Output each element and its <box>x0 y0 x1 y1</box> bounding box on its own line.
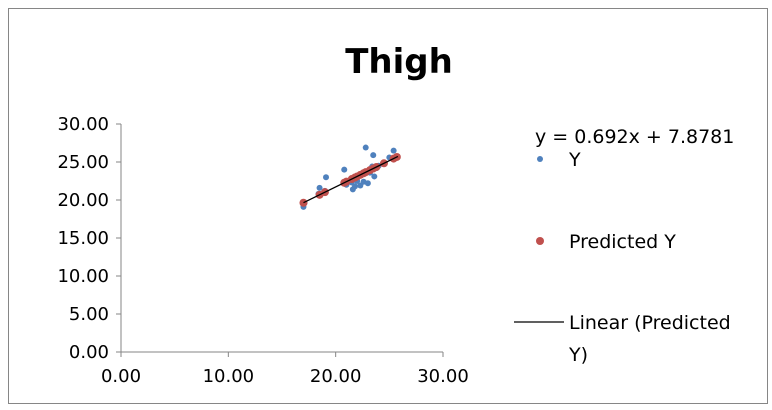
legend-marker-y <box>537 156 543 162</box>
tick-labels: 0.00 5.00 10.00 15.00 20.00 25.00 30.00 0.00 10.… <box>57 114 468 387</box>
x-tick-label: 0.00 <box>101 366 141 387</box>
y-tick-label: 5.00 <box>69 304 109 325</box>
point-y <box>316 184 323 191</box>
y-tick-label: 0.00 <box>69 342 109 363</box>
y-tick-label: 15.00 <box>57 228 109 249</box>
point-y <box>341 166 348 173</box>
chart-frame: Thigh 0.00 5.00 10.00 15.00 20.00 25.00 30.00 0… <box>8 8 768 404</box>
y-tick-label: 30.00 <box>57 114 109 135</box>
data-points <box>299 144 401 210</box>
chart-svg: Thigh 0.005.0010.0015.0020.0025.0030.000… <box>57 42 734 387</box>
trendline-equation: y = 0.692x + 7.8781 <box>535 126 734 148</box>
legend-label-linear-line1: Linear (Predicted <box>569 312 731 334</box>
x-tick-label: 30.00 <box>417 366 469 387</box>
axes <box>116 123 444 357</box>
point-y <box>362 144 369 151</box>
legend-label-linear-line2: Y) <box>568 344 588 366</box>
trendline-group <box>303 155 399 204</box>
x-tick-label: 20.00 <box>310 366 362 387</box>
legend-label-predicted-y: Predicted Y <box>569 231 676 253</box>
point-y <box>370 152 377 159</box>
chart-title: Thigh <box>345 42 453 82</box>
point-y <box>364 180 371 187</box>
point-y <box>390 147 397 154</box>
point-y <box>351 183 358 190</box>
y-tick-label: 20.00 <box>57 190 109 211</box>
y-tick-label: 25.00 <box>57 152 109 173</box>
legend-marker-predicted-y <box>536 237 544 245</box>
x-tick-label: 10.00 <box>203 366 255 387</box>
point-predicted-y <box>299 198 308 207</box>
point-y <box>371 173 378 180</box>
y-tick-label: 10.00 <box>57 266 109 287</box>
legend: Y Predicted Y Linear (Predicted Y) <box>514 149 731 366</box>
legend-label-y: Y <box>568 149 581 171</box>
point-y <box>323 174 330 181</box>
trendline <box>303 155 399 204</box>
